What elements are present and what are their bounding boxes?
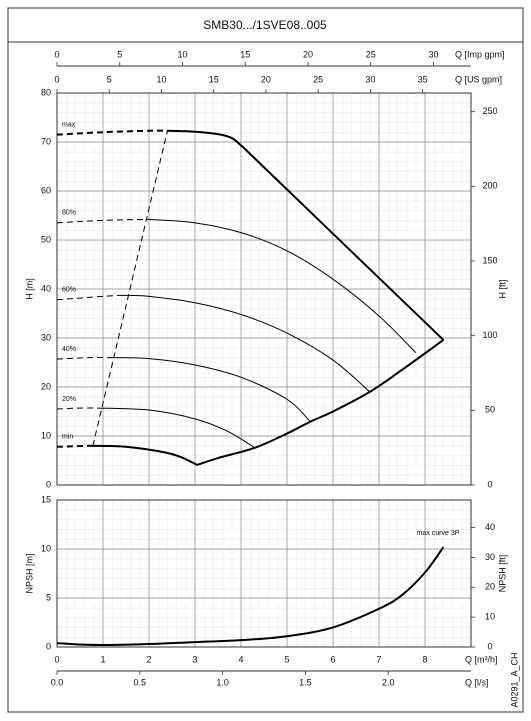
y2-tick-label: 250 xyxy=(482,106,497,116)
y-tick-label: 70 xyxy=(41,136,51,146)
top-axis-tick-label: 0 xyxy=(54,74,59,84)
x-tick-label: 0 xyxy=(54,654,59,664)
y2-tick-label: 0 xyxy=(487,641,492,651)
y2-tick-label: 200 xyxy=(482,181,497,191)
top-axis-tick-label: 25 xyxy=(313,74,323,84)
curve-label: 80% xyxy=(62,210,76,217)
top-axis-tick-label: 30 xyxy=(428,49,438,59)
y-axis-label: H [m] xyxy=(24,278,34,300)
curve-label: 20% xyxy=(62,396,76,403)
y2-tick-label: 50 xyxy=(485,405,495,415)
y-tick-label: 15 xyxy=(41,494,51,504)
chart-title: SMB30.../1SVE08..005 xyxy=(203,18,327,32)
x2-tick-label: 1.0 xyxy=(216,677,229,687)
curve-label: 40% xyxy=(62,346,76,353)
curve xyxy=(56,546,445,647)
top-axis-tick-label: 30 xyxy=(365,74,375,84)
curve xyxy=(56,218,150,224)
x-axis-label: Q [m³/h] xyxy=(465,654,498,664)
y-tick-label: 50 xyxy=(41,234,51,244)
minor-grid xyxy=(57,500,471,647)
y-axis-label: NPSH [m] xyxy=(24,553,34,593)
y2-tick-label: 150 xyxy=(482,255,497,265)
top-axis-tick-label: 5 xyxy=(117,49,122,59)
y-tick-label: 0 xyxy=(46,641,51,651)
y2-tick-label: 10 xyxy=(485,612,495,622)
y-tick-label: 20 xyxy=(41,381,51,391)
x2-axis-label: Q [l/s] xyxy=(465,677,489,687)
curve xyxy=(92,130,168,446)
x-tick-label: 1 xyxy=(100,654,105,664)
x-tick-label: 5 xyxy=(284,654,289,664)
y-tick-label: 10 xyxy=(41,430,51,440)
y2-tick-label: 40 xyxy=(485,522,495,532)
curve xyxy=(98,407,256,449)
y-tick-label: 0 xyxy=(46,479,51,489)
y-tick-label: 60 xyxy=(41,185,51,195)
y2-tick-label: 0 xyxy=(487,479,492,489)
x2-tick-label: 2.0 xyxy=(382,677,395,687)
curve-label: max xyxy=(62,121,76,128)
y-tick-label: 80 xyxy=(41,87,51,97)
code: A0291_A_CH xyxy=(509,652,519,707)
x-tick-label: 6 xyxy=(330,654,335,664)
curve xyxy=(56,356,108,360)
curve xyxy=(196,339,444,466)
x-tick-label: 4 xyxy=(238,654,243,664)
top-axis-tick-label: 0 xyxy=(54,49,59,59)
x-tick-label: 8 xyxy=(422,654,427,664)
x-tick-label: 7 xyxy=(376,654,381,664)
y-tick-label: 10 xyxy=(41,543,51,553)
x2-tick-label: 1.5 xyxy=(299,677,312,687)
top-axis-label: Q [US gpm] xyxy=(455,74,502,84)
y-tick-label: 30 xyxy=(41,332,51,342)
top-axis-label: Q [Imp gpm] xyxy=(455,49,505,59)
curve-label: 60% xyxy=(62,287,76,294)
y-tick-label: 5 xyxy=(46,592,51,602)
x-tick-label: 2 xyxy=(146,654,151,664)
y-tick-label: 40 xyxy=(41,283,51,293)
y2-tick-label: 20 xyxy=(485,582,495,592)
top-axis-tick-label: 15 xyxy=(240,49,250,59)
curve xyxy=(107,357,311,422)
top-axis-tick-label: 15 xyxy=(209,74,219,84)
top-axis-tick-label: 10 xyxy=(177,49,187,59)
y2-tick-label: 30 xyxy=(485,552,495,562)
curve xyxy=(121,294,371,393)
top-axis-tick-label: 10 xyxy=(156,74,166,84)
top-axis-tick-label: 25 xyxy=(366,49,376,59)
y2-axis-label: NPSH [ft] xyxy=(497,555,507,593)
top-axis-tick-label: 35 xyxy=(418,74,428,84)
curve xyxy=(56,407,99,410)
curve-label: max curve 3P xyxy=(417,530,460,537)
curve xyxy=(167,129,244,149)
x2-tick-label: 0.5 xyxy=(134,677,147,687)
curve xyxy=(56,129,168,136)
curve xyxy=(148,218,417,354)
top-axis-tick-label: 5 xyxy=(107,74,112,84)
top-axis-tick-label: 20 xyxy=(261,74,271,84)
curve xyxy=(56,294,122,301)
y2-axis-label: H [ft] xyxy=(497,279,507,298)
curve xyxy=(242,146,445,341)
x2-tick-label: 0.0 xyxy=(51,677,64,687)
curve-label: min xyxy=(62,434,73,441)
plot-frame xyxy=(56,499,472,648)
frame xyxy=(7,7,524,713)
curve xyxy=(56,444,90,448)
top-axis-tick-label: 20 xyxy=(303,49,313,59)
y2-tick-label: 100 xyxy=(482,330,497,340)
x-tick-label: 3 xyxy=(192,654,197,664)
curve xyxy=(89,444,198,466)
plot-frame xyxy=(56,92,472,486)
